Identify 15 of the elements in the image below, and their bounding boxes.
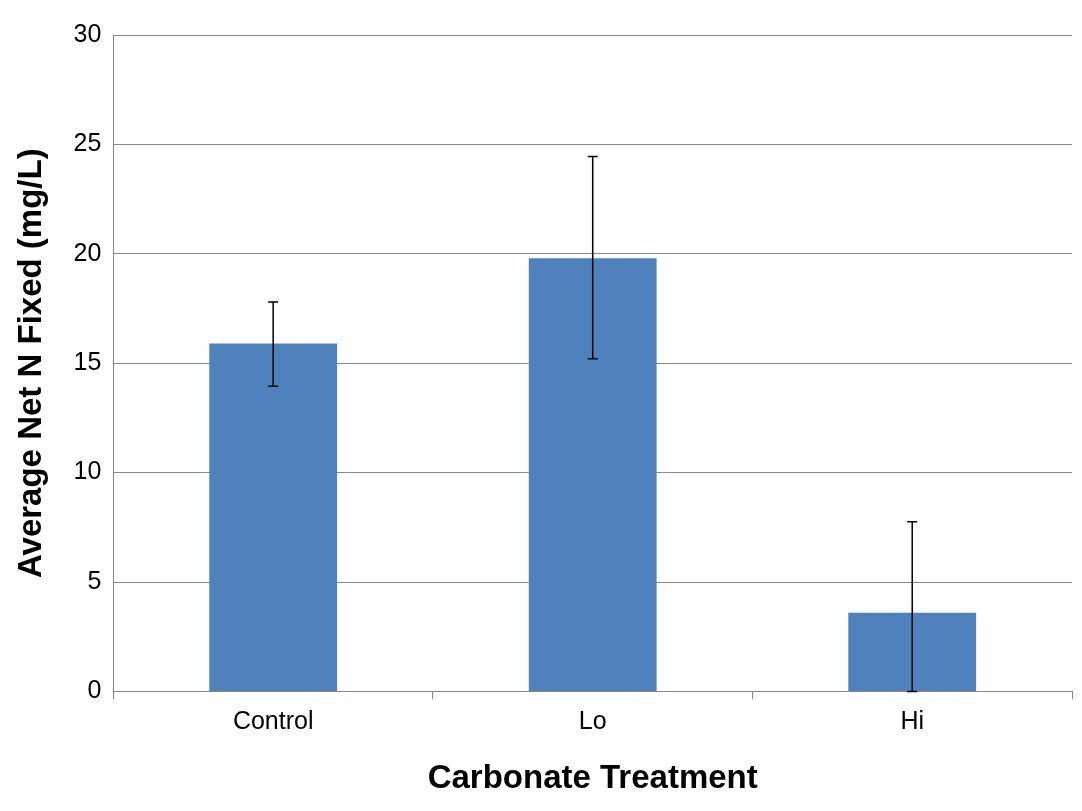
y-tick-label: 20: [73, 237, 102, 266]
bar: [848, 612, 977, 691]
y-tick-label: 5: [87, 565, 102, 594]
y-tick-label: 25: [73, 128, 102, 157]
bar: [209, 343, 338, 691]
x-tick-label: Control: [232, 706, 314, 735]
y-axis-title: Average Net N Fixed (mg/L): [10, 148, 48, 579]
x-tick-label: Lo: [578, 706, 607, 735]
y-tick-label: 30: [73, 18, 102, 47]
y-tick-label: 15: [73, 347, 102, 376]
x-tick-label: Hi: [900, 706, 925, 735]
x-axis-title: Carbonate Treatment: [427, 758, 758, 796]
bar: [528, 258, 657, 691]
y-tick-label: 0: [87, 675, 102, 704]
y-tick-label: 10: [73, 456, 102, 485]
